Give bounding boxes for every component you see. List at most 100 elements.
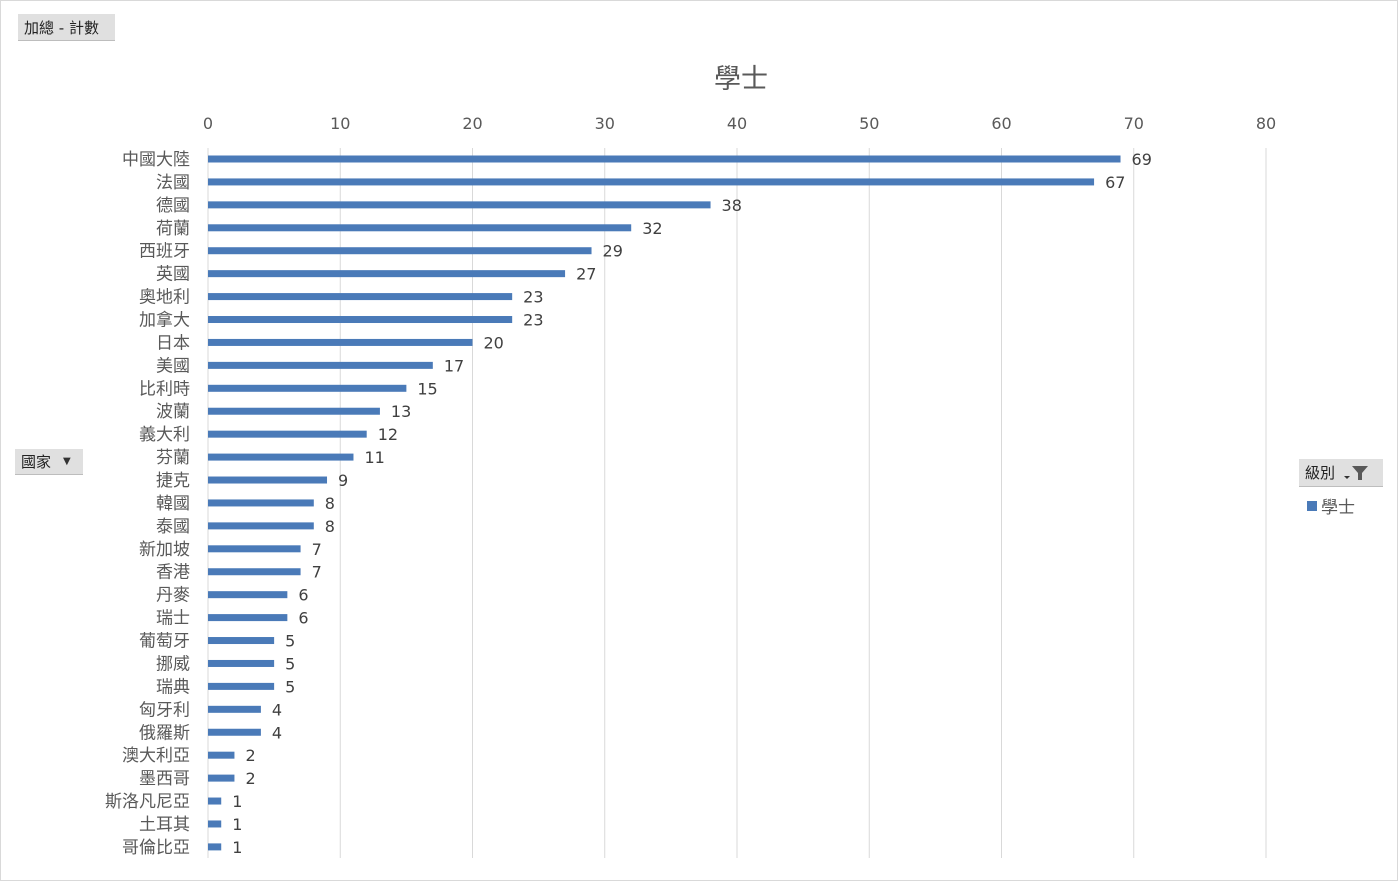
bar[interactable] (208, 499, 314, 507)
legend-field-button[interactable]: 級別 (1299, 459, 1383, 487)
bar[interactable] (208, 774, 235, 782)
bar[interactable] (208, 568, 301, 576)
x-tick-label: 80 (1256, 114, 1276, 133)
data-label: 11 (364, 448, 384, 467)
data-label: 23 (523, 311, 543, 330)
data-label: 69 (1132, 150, 1152, 169)
bar[interactable] (208, 270, 566, 278)
data-label: 1 (232, 838, 242, 857)
y-category-label: 中國大陸 (122, 150, 190, 170)
y-category-label: 波蘭 (156, 402, 190, 422)
y-category-label: 葡萄牙 (139, 632, 190, 652)
y-category-label: 丹麥 (156, 586, 190, 606)
axis-field-button[interactable]: 國家 ▼ (15, 449, 83, 475)
y-category-label: 義大利 (139, 425, 190, 445)
y-category-label: 荷蘭 (156, 219, 190, 239)
dropdown-arrow-icon[interactable]: ▼ (63, 456, 71, 467)
y-axis-labels: 中國大陸法國德國荷蘭西班牙英國奧地利加拿大日本美國比利時波蘭義大利芬蘭捷克韓國泰… (105, 150, 190, 858)
bar[interactable] (208, 637, 275, 645)
y-category-label: 法國 (156, 173, 190, 193)
gridlines (207, 148, 1267, 858)
y-category-label: 俄羅斯 (139, 723, 190, 743)
y-category-label: 挪威 (156, 654, 190, 674)
y-category-label: 泰國 (156, 517, 190, 537)
values-field-button[interactable]: 加總 - 計數 (18, 14, 115, 41)
bar[interactable] (208, 430, 367, 438)
axis-field-label: 國家 (21, 453, 52, 471)
x-tick-label: 70 (1124, 114, 1144, 133)
x-tick-label: 0 (203, 114, 213, 133)
data-label: 6 (298, 609, 308, 628)
bar[interactable] (208, 476, 328, 484)
bar[interactable] (208, 155, 1121, 163)
bar[interactable] (208, 751, 235, 759)
bar[interactable] (208, 407, 380, 415)
x-tick-label: 10 (330, 114, 350, 133)
y-category-label: 美國 (156, 356, 190, 376)
x-tick-label: 30 (595, 114, 615, 133)
y-category-label: 西班牙 (139, 242, 190, 262)
data-label: 7 (312, 563, 322, 582)
x-tick-label: 60 (991, 114, 1011, 133)
bar[interactable] (208, 659, 275, 667)
bar[interactable] (208, 614, 288, 622)
legend-swatch (1307, 500, 1317, 511)
bar[interactable] (208, 316, 513, 324)
data-label: 17 (444, 356, 464, 375)
data-label: 2 (245, 746, 255, 765)
bar[interactable] (208, 728, 261, 736)
bar[interactable] (208, 545, 301, 553)
filter-icon[interactable] (1343, 464, 1369, 482)
data-label: 12 (378, 425, 398, 444)
data-label: 5 (285, 654, 295, 673)
data-label: 1 (232, 792, 242, 811)
bar[interactable] (208, 705, 261, 713)
y-category-label: 墨西哥 (139, 769, 190, 789)
legend-label: 學士 (1321, 498, 1355, 518)
bar[interactable] (208, 338, 473, 346)
y-category-label: 瑞士 (156, 609, 190, 629)
data-label: 32 (642, 219, 662, 238)
y-category-label: 奧地利 (139, 288, 190, 308)
data-label: 29 (603, 242, 623, 261)
bar[interactable] (208, 201, 711, 209)
bar[interactable] (208, 522, 314, 530)
bar[interactable] (208, 843, 222, 851)
data-label: 9 (338, 471, 348, 490)
bar[interactable] (208, 293, 513, 301)
chart-title: 學士 (714, 64, 768, 95)
bar[interactable] (208, 361, 433, 369)
bar[interactable] (208, 224, 632, 232)
data-label: 8 (325, 517, 335, 536)
data-label: 13 (391, 402, 411, 421)
data-label: 7 (312, 540, 322, 559)
bar[interactable] (208, 247, 592, 255)
y-category-label: 澳大利亞 (122, 746, 190, 766)
bar[interactable] (208, 178, 1095, 186)
bar[interactable] (208, 797, 222, 805)
data-label: 15 (417, 379, 437, 398)
y-category-label: 英國 (156, 265, 190, 285)
data-label: 38 (722, 196, 742, 215)
data-labels: 6967383229272323201715131211988776655544… (232, 150, 1152, 857)
y-category-label: 香港 (156, 563, 190, 583)
bar[interactable] (208, 682, 275, 690)
y-category-label: 比利時 (139, 379, 190, 399)
y-category-label: 日本 (156, 333, 190, 353)
bar[interactable] (208, 384, 407, 392)
y-category-label: 匈牙利 (139, 700, 190, 720)
x-tick-label: 50 (859, 114, 879, 133)
bar[interactable] (208, 591, 288, 599)
y-category-label: 斯洛凡尼亞 (105, 792, 190, 812)
y-category-label: 瑞典 (156, 677, 190, 697)
y-category-label: 哥倫比亞 (122, 838, 190, 858)
data-label: 2 (245, 769, 255, 788)
y-category-label: 新加坡 (139, 540, 190, 560)
data-label: 1 (232, 815, 242, 834)
bar[interactable] (208, 820, 222, 828)
bar[interactable] (208, 453, 354, 461)
data-label: 4 (272, 723, 282, 742)
values-field-label: 加總 - 計數 (24, 18, 99, 37)
y-category-label: 德國 (156, 196, 190, 216)
